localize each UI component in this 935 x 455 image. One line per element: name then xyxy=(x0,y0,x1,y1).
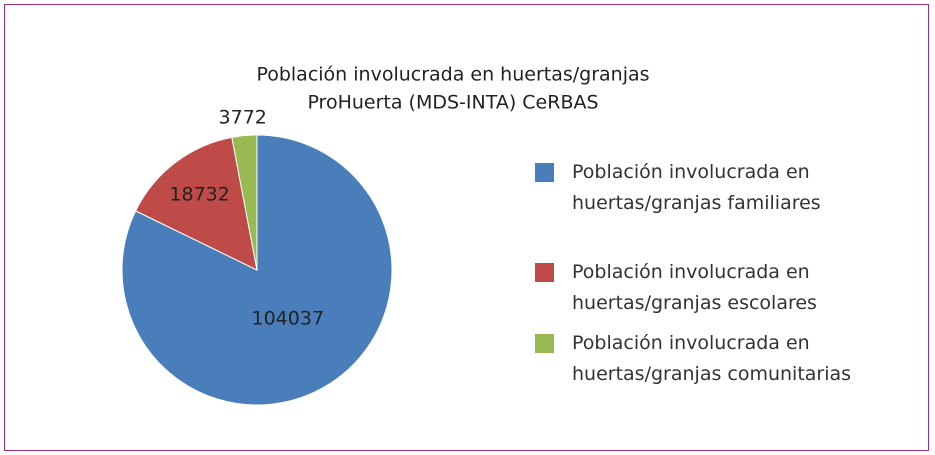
legend-label: Población involucrada en huertas/granjas… xyxy=(572,161,821,214)
pie-slice xyxy=(134,136,258,271)
chart-border xyxy=(4,4,929,451)
legend-swatch xyxy=(535,334,554,353)
legend-label: Población involucrada en huertas/granjas… xyxy=(572,332,852,385)
chart-title: Población involucrada en huertas/granjas xyxy=(256,64,649,86)
legend-swatch xyxy=(535,263,554,282)
chart-title: ProHuerta (MDS-INTA) CeRBAS xyxy=(307,92,598,114)
pie-slice xyxy=(231,134,258,271)
data-label: 18732 xyxy=(169,183,229,205)
data-label: 104037 xyxy=(252,308,325,330)
legend-swatch xyxy=(535,163,554,182)
legend-label: Población involucrada en huertas/granjas… xyxy=(572,261,817,314)
data-label: 3772 xyxy=(219,107,267,129)
